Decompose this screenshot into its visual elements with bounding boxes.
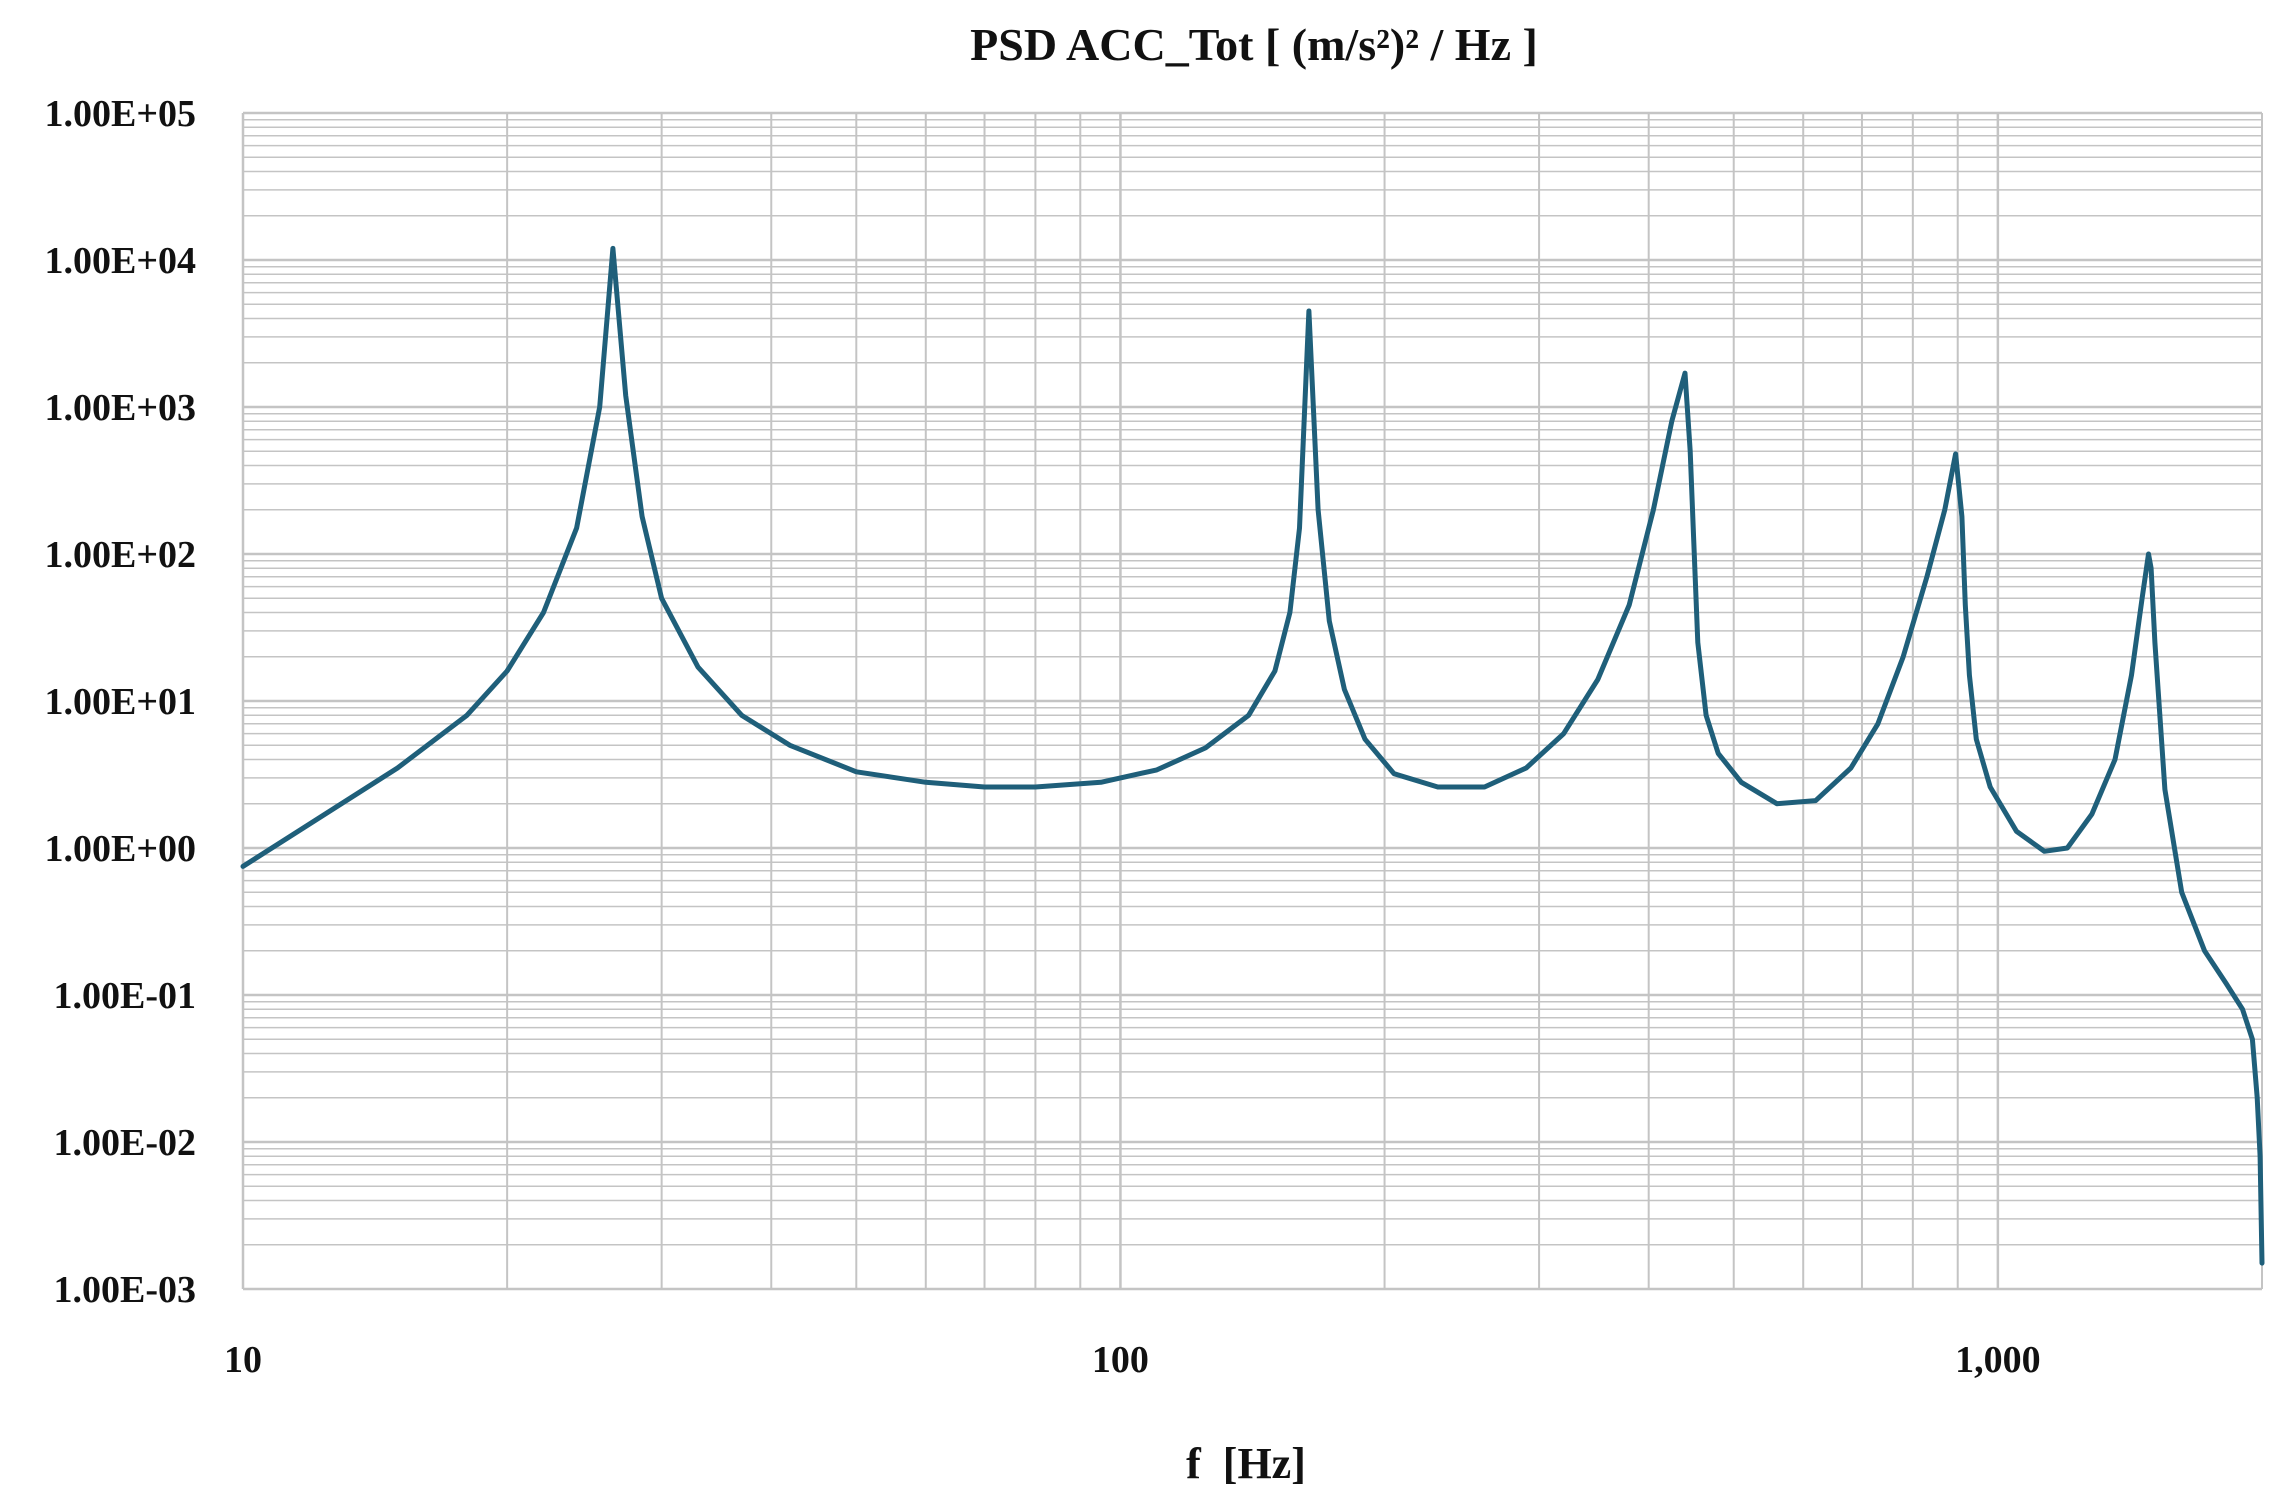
y-tick-label: 1.00E+03: [45, 387, 197, 429]
y-tick-label: 1.00E+00: [45, 828, 197, 870]
grid-lines: [241, 111, 2263, 1291]
psd-series: [240, 245, 2265, 1266]
y-tick-label: 1.00E+01: [45, 681, 197, 723]
y-tick-label: 1.00E+04: [45, 240, 197, 282]
y-tick-label: 1.00E+05: [45, 93, 197, 135]
y-axis-tick-labels: 1.00E-03 1.00E-02 1.00E-01 1.00E+00 1.00E+01…: [45, 93, 197, 1311]
x-axis-tick-labels: 10 100 1,000: [224, 1339, 2041, 1381]
x-tick-label: 100: [1092, 1339, 1149, 1381]
x-tick-label: 1,000: [1955, 1339, 2041, 1381]
y-tick-label: 1.00E+02: [45, 534, 197, 576]
chart-title: PSD ACC_Tot [ (m/s²)² / Hz ]: [970, 19, 1538, 70]
x-axis-label: f [Hz]: [1186, 1439, 1306, 1488]
x-tick-label: 10: [224, 1339, 262, 1381]
y-tick-label: 1.00E-03: [54, 1269, 197, 1311]
y-tick-label: 1.00E-01: [54, 975, 197, 1017]
psd-series-line: [240, 245, 2265, 1266]
y-tick-label: 1.00E-02: [54, 1122, 197, 1164]
